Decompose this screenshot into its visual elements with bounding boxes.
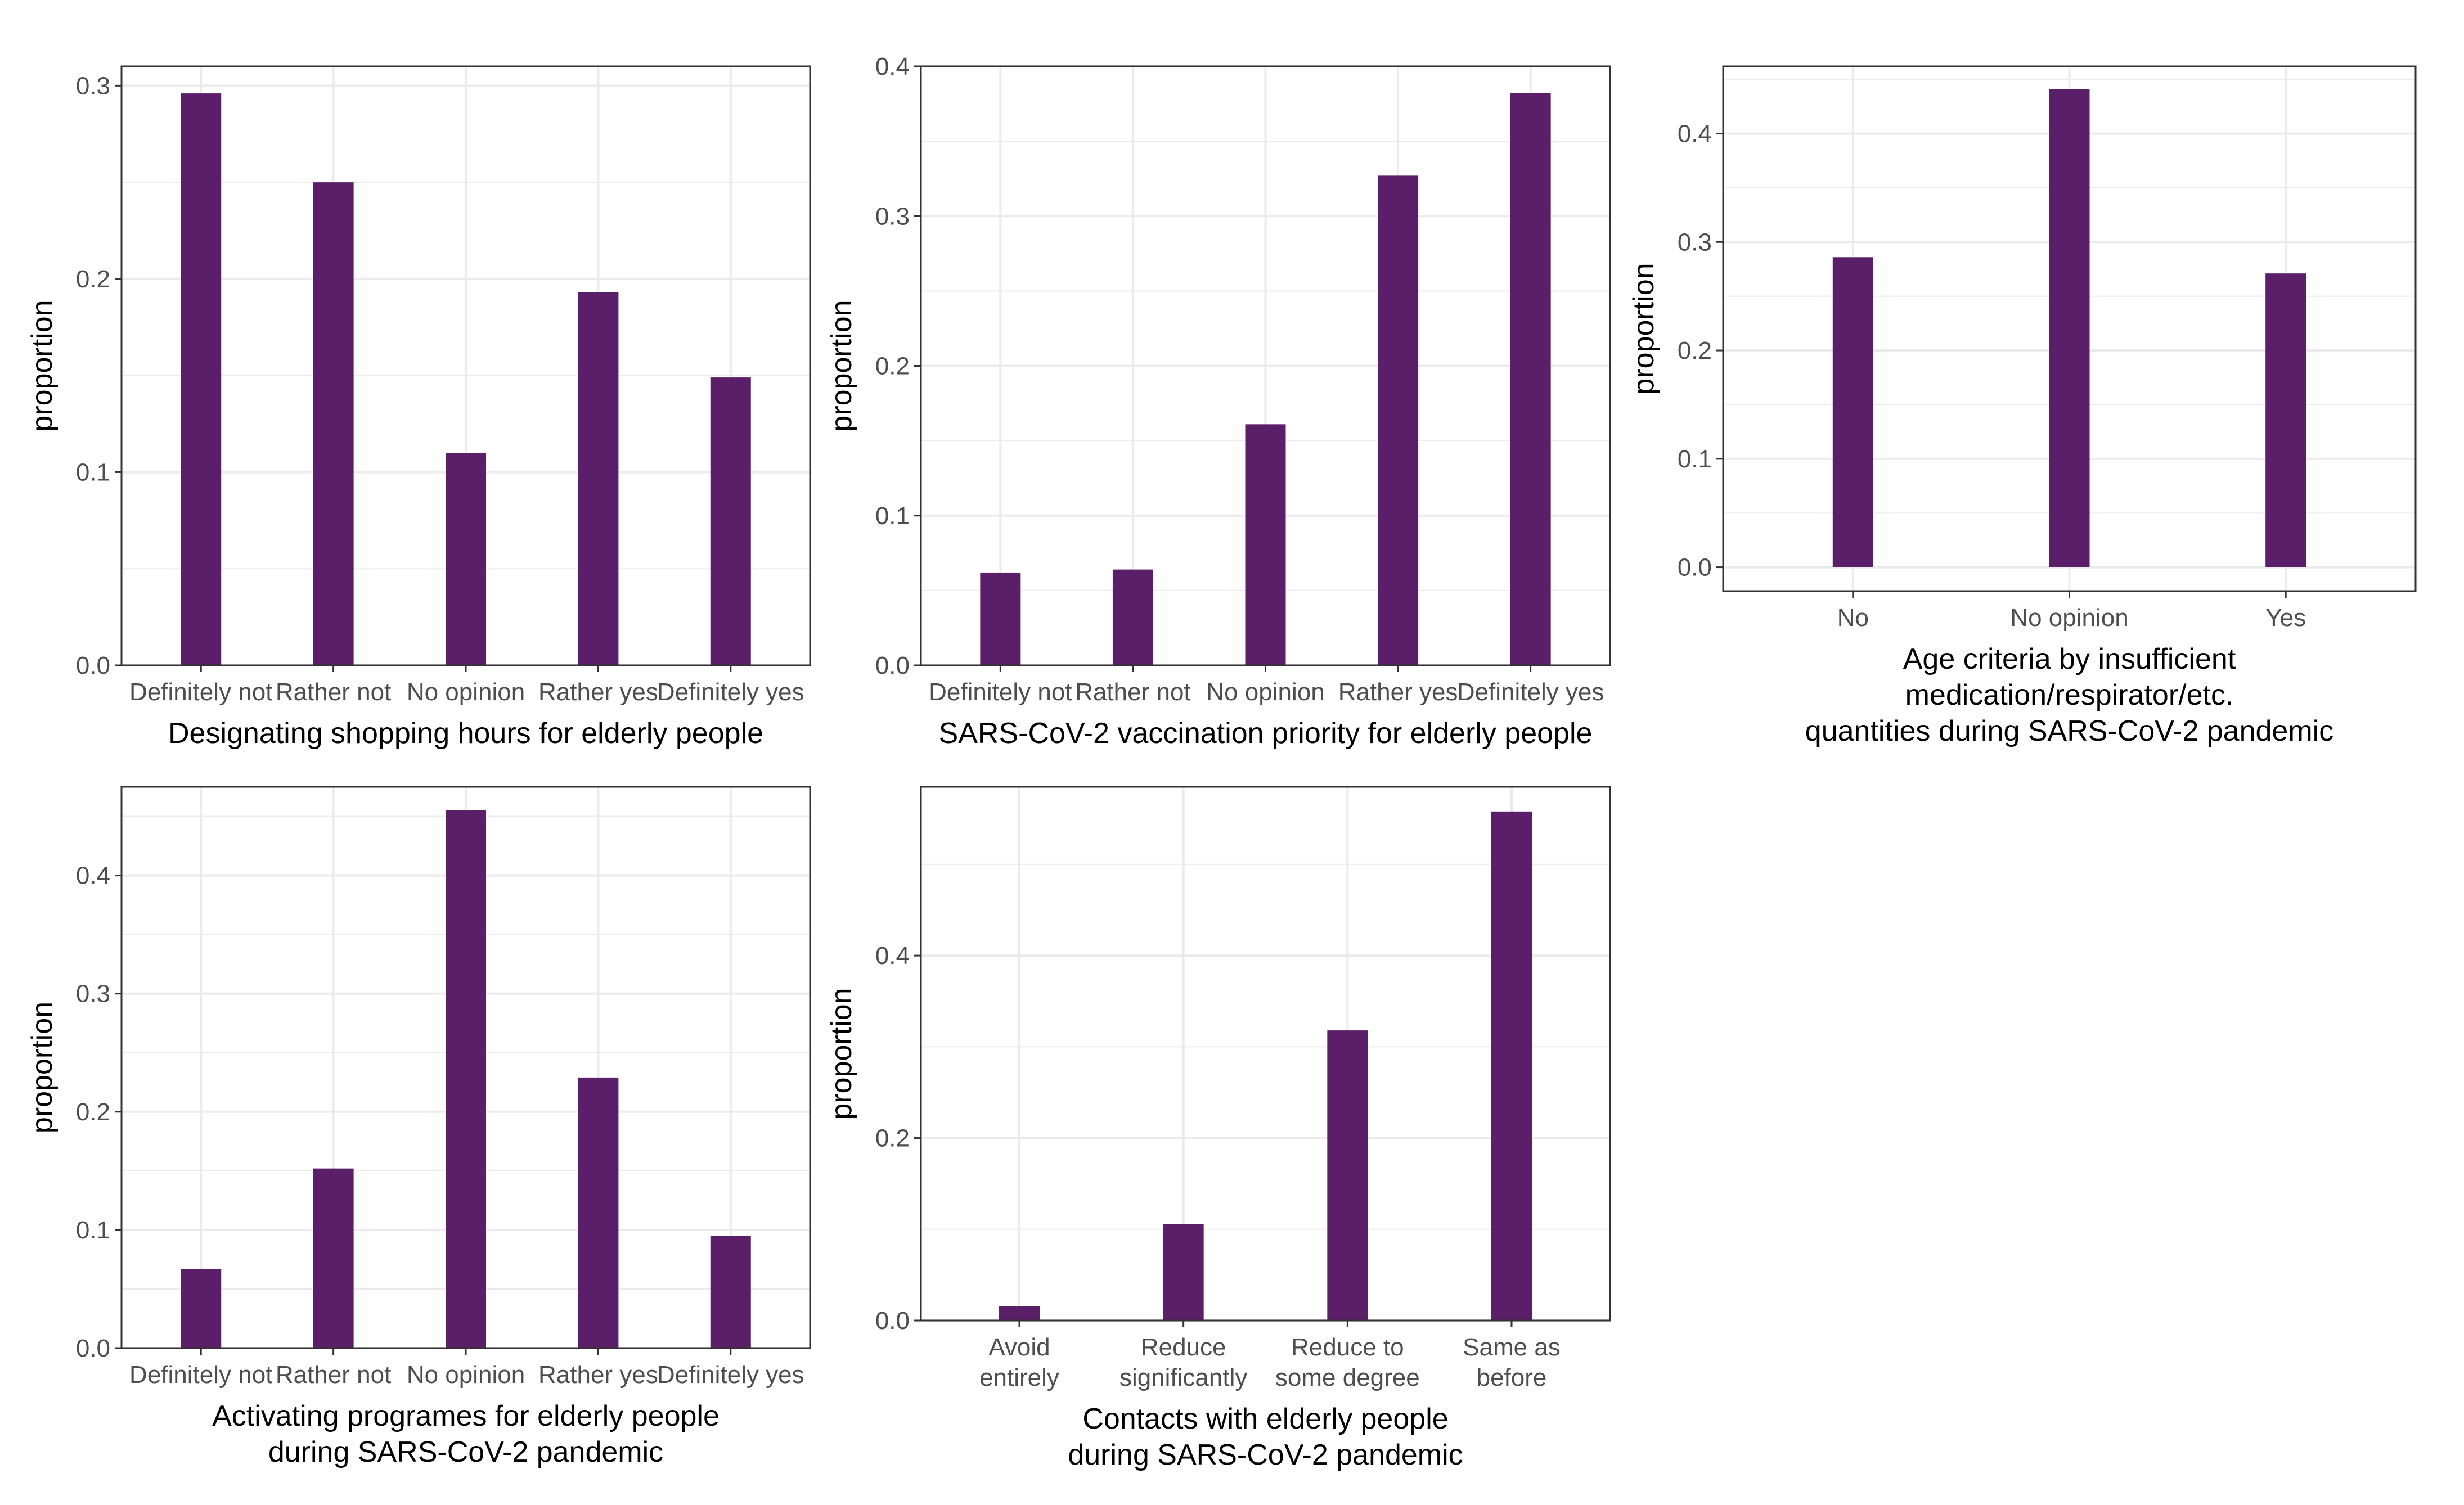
x-tick-label: before <box>1477 1364 1547 1391</box>
x-axis-title: quantities during SARS-CoV-2 pandemic <box>1805 715 2333 747</box>
y-tick-label: 0.0 <box>875 1307 910 1335</box>
x-tick-label: entirely <box>979 1364 1059 1391</box>
x-tick-label: Rather not <box>276 1361 391 1389</box>
x-tick-label: Definitely yes <box>1457 678 1604 706</box>
x-tick-label: Definitely not <box>929 678 1072 706</box>
bar-rather-not[interactable] <box>1112 569 1153 665</box>
y-tick-label: 0.1 <box>76 458 110 486</box>
x-axis-title: during SARS-CoV-2 pandemic <box>268 1436 663 1468</box>
y-tick-label: 0.3 <box>1678 228 1712 256</box>
x-tick-label: Definitely not <box>129 678 272 706</box>
bar-rather-yes[interactable] <box>1378 175 1419 665</box>
x-tick-label: Reduce <box>1141 1333 1226 1361</box>
y-tick-label: 0.3 <box>76 72 110 100</box>
y-tick-label: 0.2 <box>875 353 910 380</box>
panel-border <box>920 786 1611 1322</box>
y-tick-label: 0.3 <box>875 202 910 230</box>
bar-definitely-not[interactable] <box>181 93 222 665</box>
y-tick-label: 0.3 <box>76 980 110 1008</box>
x-axis-title: during SARS-CoV-2 pandemic <box>1068 1439 1463 1471</box>
y-axis-title: proportion <box>26 300 59 431</box>
y-tick-label: 0.0 <box>76 1335 110 1362</box>
x-tick-label: No opinion <box>1206 678 1324 706</box>
bar-avoid-entirely[interactable] <box>999 1306 1040 1321</box>
bar-no[interactable] <box>1832 257 1873 567</box>
bar-rather-yes[interactable] <box>578 292 619 665</box>
y-tick-label: 0.0 <box>875 652 910 679</box>
bar-no-opinion[interactable] <box>1245 424 1286 665</box>
bar-definitely-not[interactable] <box>181 1269 222 1348</box>
bar-rather-not[interactable] <box>313 182 354 665</box>
x-tick-label: Yes <box>2265 604 2306 632</box>
x-axis-title: Designating shopping hours for elderly p… <box>168 717 763 750</box>
bar-same-as-before[interactable] <box>1491 811 1532 1321</box>
bar-definitely-yes[interactable] <box>1510 93 1551 666</box>
y-tick-label: 0.2 <box>76 1098 110 1126</box>
bar-yes[interactable] <box>2265 273 2306 567</box>
bar-rather-yes[interactable] <box>578 1077 619 1348</box>
x-tick-label: some degree <box>1275 1364 1420 1391</box>
bar-rather-not[interactable] <box>313 1168 354 1348</box>
x-tick-label: Rather yes <box>538 678 658 706</box>
y-tick-label: 0.4 <box>875 942 910 970</box>
x-tick-label: Rather yes <box>1338 678 1458 706</box>
chart-panel-3: 0.0 0.1 0.2 0.3 0.4 No No opinion Yes Age criter… <box>1627 65 2417 747</box>
x-tick-label: No opinion <box>2010 604 2128 632</box>
chart-panel-1: 0.0 0.1 0.2 0.3 Definitely not Rather not No o… <box>26 65 811 750</box>
y-tick-label: 0.1 <box>1678 445 1712 473</box>
x-tick-label: Definitely yes <box>657 1361 804 1389</box>
x-tick-label: significantly <box>1119 1364 1247 1391</box>
y-tick-label: 0.1 <box>76 1216 110 1244</box>
x-tick-label: Reduce to <box>1291 1333 1404 1361</box>
y-tick-label: 0.0 <box>76 652 110 679</box>
y-tick-label: 0.4 <box>875 53 910 80</box>
x-axis-title: Contacts with elderly people <box>1082 1403 1448 1435</box>
y-tick-label: 0.4 <box>76 862 110 890</box>
y-tick-label: 0.4 <box>1678 120 1712 148</box>
x-tick-label: Definitely yes <box>657 678 804 706</box>
x-tick-label: No <box>1837 604 1869 632</box>
x-axis-title: SARS-CoV-2 vaccination priority for elde… <box>939 717 1593 750</box>
y-axis-title: proportion <box>1627 263 1660 394</box>
bar-definitely-yes[interactable] <box>710 1236 751 1348</box>
x-tick-label: Definitely not <box>129 1361 272 1389</box>
bar-definitely-yes[interactable] <box>710 377 751 665</box>
y-tick-label: 0.1 <box>875 502 910 530</box>
y-tick-label: 0.2 <box>875 1125 910 1152</box>
x-tick-label: Rather yes <box>538 1361 658 1389</box>
x-axis-title: Activating programes for elderly people <box>212 1400 720 1432</box>
y-axis-title: proportion <box>825 300 858 431</box>
chart-panel-5: 0.0 0.2 0.4 Avoid entirely Reduce significantl… <box>825 786 1611 1471</box>
chart-panel-4: 0.0 0.1 0.2 0.3 0.4 Definitely not Rather not N… <box>26 786 811 1468</box>
y-tick-label: 0.0 <box>1678 554 1712 582</box>
y-axis-title: proportion <box>26 1002 59 1133</box>
x-tick-label: Same as <box>1463 1333 1561 1361</box>
y-tick-label: 0.2 <box>1678 337 1712 364</box>
x-tick-label: No opinion <box>407 678 525 706</box>
chart-panel-2: 0.0 0.1 0.2 0.3 0.4 Definitely not Rather not N… <box>825 53 1611 750</box>
y-tick-label: 0.2 <box>76 265 110 293</box>
x-tick-label: Avoid <box>988 1333 1050 1361</box>
x-tick-label: Rather not <box>1075 678 1190 706</box>
bar-definitely-not[interactable] <box>980 572 1021 665</box>
x-tick-label: No opinion <box>407 1361 525 1389</box>
bar-no-opinion[interactable] <box>2049 89 2090 567</box>
x-tick-label: Rather not <box>276 678 391 706</box>
bar-no-opinion[interactable] <box>446 810 486 1348</box>
bar-reduce-significantly[interactable] <box>1163 1224 1204 1321</box>
y-axis-title: proportion <box>825 988 858 1119</box>
bar-reduce-to-some-degree[interactable] <box>1327 1030 1368 1321</box>
bar-no-opinion[interactable] <box>446 453 486 665</box>
x-axis-title: medication/respirator/etc. <box>1905 679 2234 711</box>
x-axis-title: Age criteria by insufficient <box>1903 643 2236 675</box>
